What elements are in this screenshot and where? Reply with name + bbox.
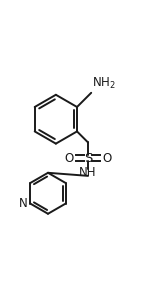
Text: NH$_2$: NH$_2$ xyxy=(92,76,116,91)
Text: S: S xyxy=(84,152,92,165)
Text: N: N xyxy=(19,197,27,210)
Text: O: O xyxy=(102,152,111,165)
Text: NH: NH xyxy=(79,166,97,179)
Text: O: O xyxy=(65,152,74,165)
